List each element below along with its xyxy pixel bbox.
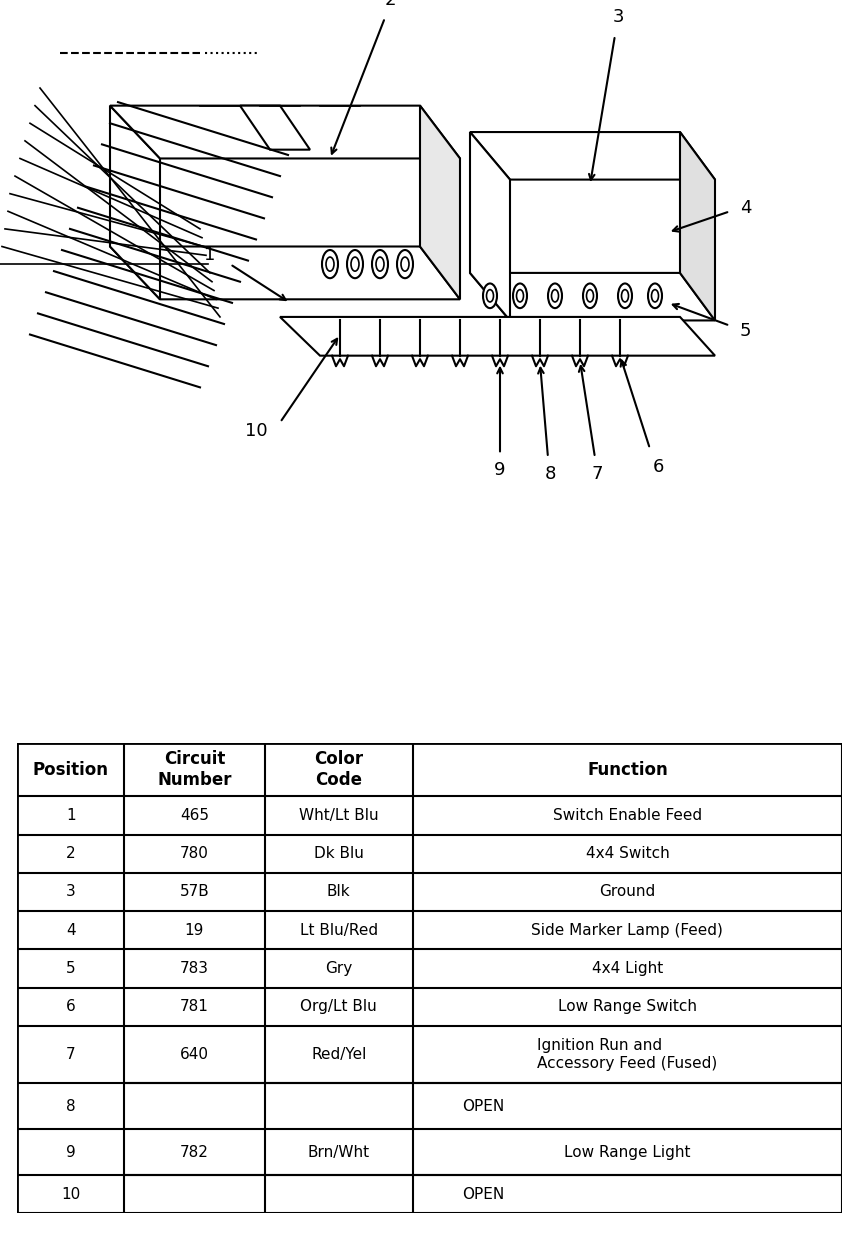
Text: Dk Blu: Dk Blu [314,847,363,862]
Text: 9: 9 [66,1145,76,1160]
Text: 19: 19 [185,922,204,937]
Polygon shape [280,317,715,355]
Text: 4x4 Light: 4x4 Light [592,961,663,976]
Text: Wht/Lt Blu: Wht/Lt Blu [299,808,379,823]
Polygon shape [470,132,715,180]
Text: 4x4 Switch: 4x4 Switch [586,847,669,862]
Text: 2: 2 [66,847,76,862]
Circle shape [583,284,597,308]
Circle shape [347,250,363,279]
Text: Low Range Switch: Low Range Switch [557,999,697,1014]
Circle shape [401,258,409,271]
Polygon shape [110,105,460,158]
Text: Blk: Blk [327,884,350,900]
Text: 6: 6 [66,999,76,1014]
Circle shape [548,284,562,308]
Text: 1: 1 [204,246,215,264]
Text: Lt Blu/Red: Lt Blu/Red [300,922,378,937]
Circle shape [516,290,523,302]
Circle shape [372,250,388,279]
Text: Brn/Wht: Brn/Wht [308,1145,370,1160]
Polygon shape [110,105,160,300]
Text: Position: Position [33,760,109,779]
Polygon shape [470,132,510,321]
Text: 3: 3 [612,9,624,26]
Text: 783: 783 [180,961,209,976]
Circle shape [486,290,494,302]
Text: Circuit
Number: Circuit Number [157,750,232,789]
Circle shape [651,290,659,302]
Text: 2: 2 [384,0,396,9]
Circle shape [397,250,413,279]
Circle shape [326,258,334,271]
Text: 5: 5 [740,322,752,340]
Text: 1: 1 [66,808,76,823]
Circle shape [587,290,594,302]
Text: 6: 6 [652,458,664,475]
Circle shape [513,284,527,308]
Text: 10: 10 [61,1186,81,1202]
Text: 3: 3 [66,884,76,900]
Text: 782: 782 [180,1145,209,1160]
Text: OPEN: OPEN [462,1098,504,1114]
Text: Red/Yel: Red/Yel [311,1047,367,1062]
Text: 8: 8 [66,1098,76,1114]
Circle shape [551,290,558,302]
Text: Side Marker Lamp (Feed): Side Marker Lamp (Feed) [532,922,723,937]
Text: 780: 780 [180,847,209,862]
Circle shape [483,284,497,308]
Text: 4: 4 [740,199,752,217]
Text: 465: 465 [180,808,209,823]
Text: 9: 9 [494,462,506,479]
Text: 7: 7 [66,1047,76,1062]
Text: Color
Code: Color Code [314,750,363,789]
Circle shape [622,290,629,302]
Polygon shape [680,132,715,321]
Text: 5: 5 [66,961,76,976]
Text: Ignition Run and
Accessory Feed (Fused): Ignition Run and Accessory Feed (Fused) [537,1039,717,1071]
Text: 57B: 57B [180,884,210,900]
Circle shape [648,284,662,308]
Text: 781: 781 [180,999,209,1014]
Polygon shape [110,246,460,300]
Text: 7: 7 [591,464,603,483]
Text: Switch Enable Feed: Switch Enable Feed [553,808,702,823]
Circle shape [322,250,338,279]
Text: 8: 8 [545,464,556,483]
Text: Gry: Gry [326,961,352,976]
Text: 4: 4 [66,922,76,937]
Text: Function: Function [587,760,667,779]
Polygon shape [420,105,460,300]
Polygon shape [240,105,310,150]
Circle shape [376,258,384,271]
Text: OPEN: OPEN [462,1186,504,1202]
Circle shape [618,284,632,308]
Text: 10: 10 [246,422,268,441]
Text: Ground: Ground [600,884,655,900]
Polygon shape [470,272,715,321]
Text: Org/Lt Blu: Org/Lt Blu [301,999,377,1014]
Circle shape [351,258,359,271]
Text: 640: 640 [180,1047,209,1062]
Text: Low Range Light: Low Range Light [564,1145,691,1160]
